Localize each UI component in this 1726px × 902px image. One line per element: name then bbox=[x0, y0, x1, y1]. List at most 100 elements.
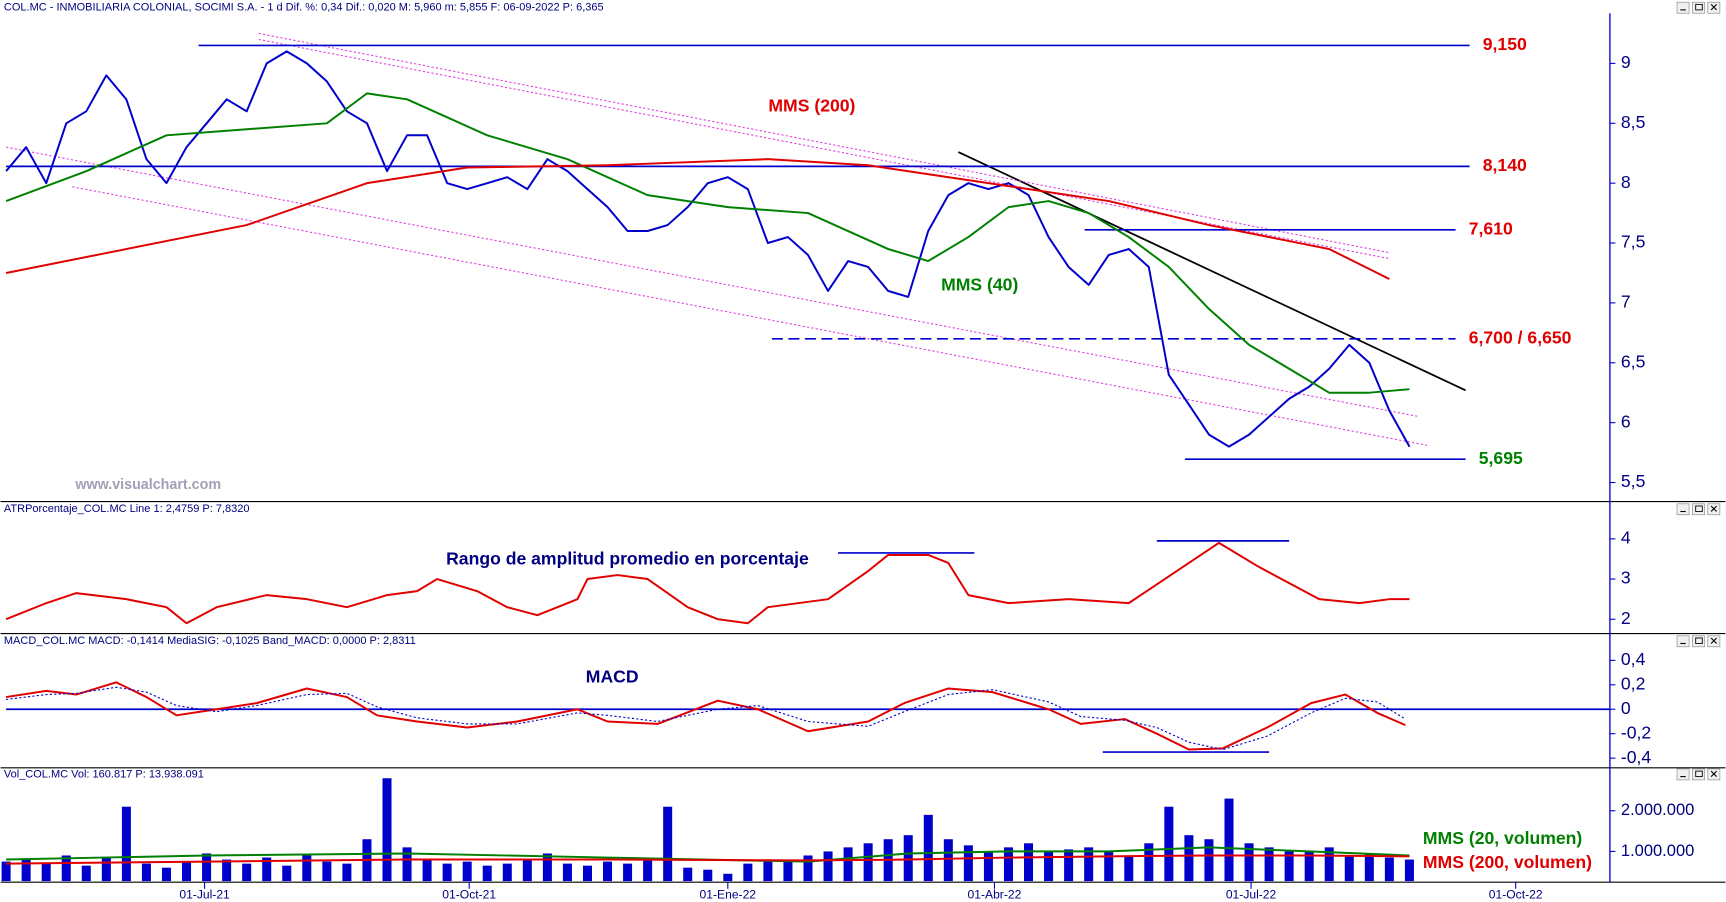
volume-bar bbox=[863, 843, 873, 882]
volume-bar bbox=[562, 863, 572, 882]
volume-bar bbox=[1024, 843, 1034, 882]
volume-bar bbox=[41, 863, 51, 882]
volume-bar bbox=[182, 861, 192, 882]
series-line bbox=[6, 846, 1410, 863]
y-tick-label: 9 bbox=[1621, 52, 1631, 72]
volume-bar bbox=[623, 863, 633, 882]
panel-header: COL.MC - INMOBILIARIA COLONIAL, SOCIMI S… bbox=[4, 2, 604, 14]
volume-bar bbox=[1144, 843, 1154, 882]
volume-bar bbox=[683, 867, 693, 882]
volume-bar bbox=[1324, 847, 1334, 882]
volume-bar bbox=[1224, 798, 1234, 882]
panel-header: ATRPorcentaje_COL.MC Line 1: 2,4759 P: 7… bbox=[4, 503, 250, 515]
window-button[interactable] bbox=[1692, 768, 1705, 781]
series-label: MMS (200, volumen) bbox=[1423, 852, 1592, 872]
volume-bar bbox=[1364, 853, 1374, 882]
volume-bar bbox=[1164, 806, 1174, 882]
x-tick-label: 01-Jul-22 bbox=[1226, 888, 1277, 902]
volume-bar bbox=[1044, 851, 1054, 882]
volume-bar bbox=[222, 859, 232, 882]
y-tick-label: -0,2 bbox=[1621, 722, 1651, 742]
level-label: 7,610 bbox=[1469, 219, 1513, 239]
y-tick-label: 2 bbox=[1621, 608, 1631, 628]
volume-bar bbox=[242, 863, 252, 882]
volume-bar bbox=[342, 863, 352, 882]
volume-bar bbox=[382, 778, 392, 882]
volume-bar bbox=[1084, 847, 1094, 882]
volume-bar bbox=[923, 814, 933, 882]
volume-bar bbox=[1104, 851, 1114, 882]
window-button[interactable] bbox=[1692, 503, 1705, 516]
y-tick-label: -0,4 bbox=[1621, 747, 1652, 767]
volume-bar bbox=[202, 853, 212, 882]
volume-bar bbox=[282, 865, 292, 882]
volume-bar bbox=[262, 857, 272, 882]
volume-bar bbox=[983, 851, 993, 882]
volume-bar bbox=[1124, 855, 1134, 882]
y-tick-label: 8 bbox=[1621, 172, 1631, 192]
watermark: www.visualchart.com bbox=[74, 477, 221, 493]
volume-bar bbox=[302, 855, 312, 882]
volume-bar bbox=[943, 839, 953, 882]
volume-bar bbox=[1244, 843, 1254, 882]
series-line bbox=[6, 854, 1410, 865]
volume-bar bbox=[1204, 839, 1214, 882]
button-icon bbox=[1710, 637, 1717, 644]
x-tick-label: 01-Abr-22 bbox=[968, 888, 1022, 902]
level-label: 5,695 bbox=[1479, 448, 1523, 468]
trend-line bbox=[258, 38, 1390, 260]
y-tick-label: 4 bbox=[1621, 528, 1631, 548]
volume-bar bbox=[121, 806, 131, 882]
volume-bar bbox=[462, 861, 472, 882]
button-icon bbox=[1695, 637, 1703, 644]
button-icon bbox=[1710, 4, 1717, 11]
level-label: 6,700 / 6,650 bbox=[1469, 327, 1572, 347]
volume-bar bbox=[322, 861, 332, 882]
y-tick-label: 7,5 bbox=[1621, 232, 1646, 252]
button-icon bbox=[1710, 770, 1717, 777]
window-button[interactable] bbox=[1692, 635, 1705, 648]
trend-line bbox=[72, 186, 1428, 446]
volume-bar bbox=[1344, 855, 1354, 882]
button-icon bbox=[1695, 505, 1703, 512]
y-tick-label: 0,4 bbox=[1621, 649, 1646, 669]
y-tick-label: 0,2 bbox=[1621, 673, 1645, 693]
volume-bar bbox=[903, 835, 913, 882]
volume-bar bbox=[61, 855, 71, 882]
window-button[interactable] bbox=[1692, 1, 1705, 14]
volume-bar bbox=[963, 845, 973, 882]
volume-bar bbox=[723, 873, 733, 882]
volume-bar bbox=[1304, 851, 1314, 882]
trend-line bbox=[258, 32, 1390, 254]
volume-bar bbox=[763, 861, 773, 882]
series-line bbox=[5, 681, 1406, 751]
x-tick-label: 01-Ene-22 bbox=[700, 888, 757, 902]
volume-bar bbox=[502, 863, 512, 882]
volume-bar bbox=[101, 857, 111, 882]
volume-bar bbox=[803, 855, 813, 882]
window-button[interactable] bbox=[1676, 1, 1690, 14]
volume-bar bbox=[141, 863, 151, 882]
panel-header: Vol_COL.MC Vol: 160.817 P: 13.938.091 bbox=[4, 768, 204, 780]
button-icon bbox=[1695, 770, 1703, 778]
volume-bar bbox=[21, 859, 31, 882]
volume-bar bbox=[582, 865, 592, 882]
window-button[interactable] bbox=[1676, 635, 1690, 648]
y-tick-label: 5,5 bbox=[1621, 471, 1646, 491]
window-button[interactable] bbox=[1676, 768, 1690, 781]
volume-bar bbox=[603, 861, 613, 882]
x-tick-label: 01-Oct-22 bbox=[1489, 888, 1543, 902]
x-tick-label: 01-Jul-21 bbox=[179, 888, 230, 902]
volume-bar bbox=[743, 863, 753, 882]
y-tick-label: 2.000.000 bbox=[1621, 801, 1694, 819]
volume-bar bbox=[542, 853, 552, 882]
volume-bar bbox=[663, 806, 673, 882]
volume-bar bbox=[1064, 849, 1074, 882]
window-button[interactable] bbox=[1676, 503, 1690, 516]
volume-bar bbox=[1404, 859, 1414, 882]
series-line bbox=[5, 541, 1410, 625]
volume-bar bbox=[1264, 847, 1274, 882]
volume-bar bbox=[783, 859, 793, 882]
